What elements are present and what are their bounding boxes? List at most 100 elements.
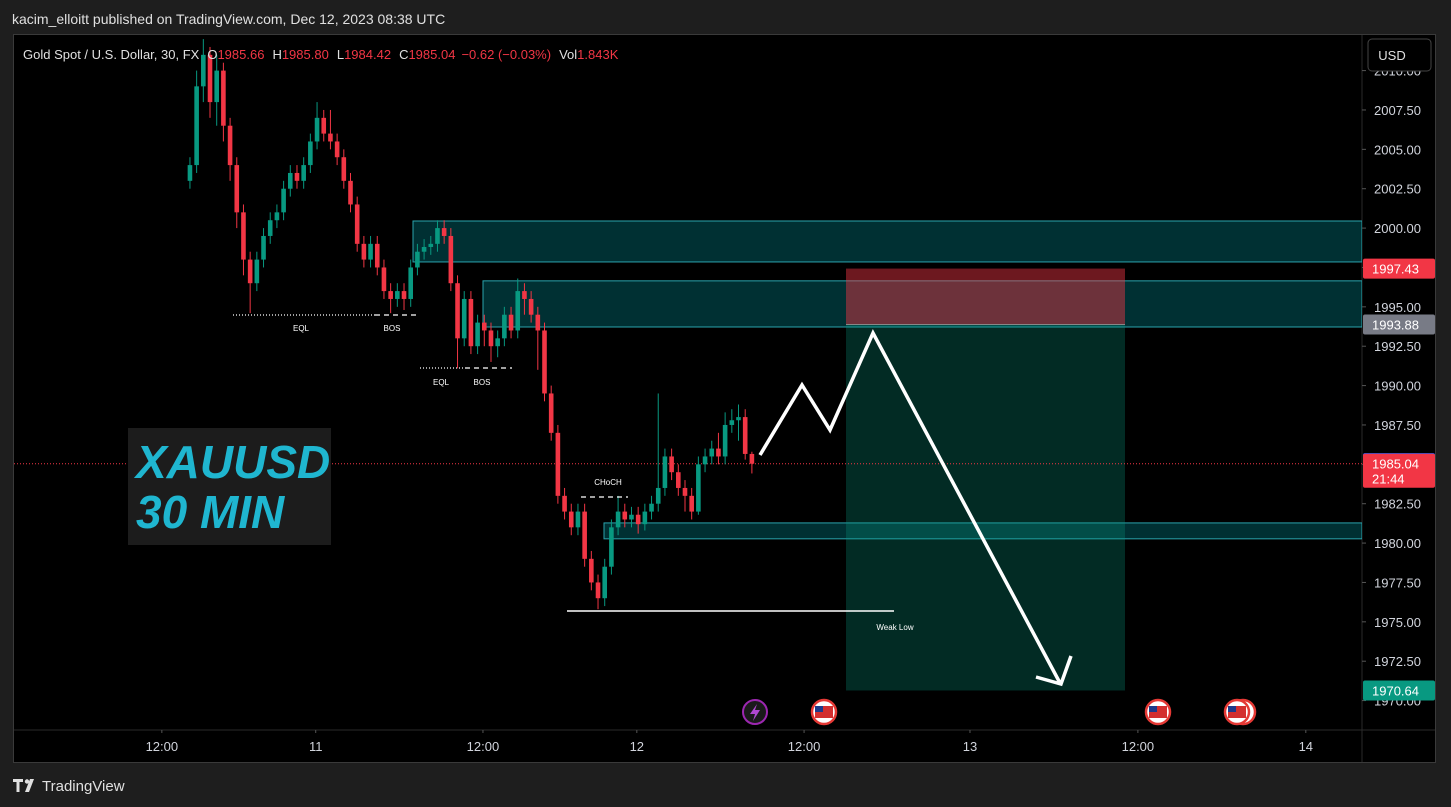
candle-body: [609, 527, 614, 567]
candle-body: [582, 511, 587, 559]
candle-body: [455, 283, 460, 339]
zone: [482, 280, 1362, 328]
candle-body: [602, 566, 608, 599]
x-tick-label: 12:00: [1122, 739, 1155, 754]
candle-body: [401, 291, 407, 299]
candle-body: [649, 503, 654, 512]
flag: [1228, 706, 1236, 712]
candle-body: [361, 243, 367, 260]
candle-body: [261, 235, 266, 260]
y-tick-label: 1980.00: [1374, 536, 1421, 551]
candle-body: [655, 487, 661, 504]
legend-text: 1985.66: [217, 47, 264, 62]
candle-body: [428, 243, 434, 247]
annotation: CHoCH: [594, 478, 622, 487]
event-icons: [742, 698, 1257, 726]
y-tick-label: 1972.50: [1374, 654, 1421, 669]
candle-body: [716, 448, 721, 457]
y-tick-label: 2007.50: [1374, 103, 1421, 118]
candle-body: [301, 165, 306, 181]
y-tick-label: 1987.50: [1374, 418, 1421, 433]
candle-body: [348, 180, 353, 205]
candle-body: [408, 267, 414, 299]
candle-body: [502, 314, 507, 339]
brand-name: TradingView: [42, 778, 125, 795]
legend-text: L: [337, 47, 344, 62]
candle-body: [555, 432, 561, 496]
drawings: [233, 314, 1073, 687]
candle-body: [341, 157, 347, 181]
candle-body: [241, 212, 246, 260]
candle-body: [669, 456, 674, 473]
candle-body: [508, 314, 514, 331]
candle-body: [247, 259, 253, 284]
candle-body: [662, 456, 668, 488]
legend-text: 1985.80: [282, 47, 329, 62]
candle-body: [201, 54, 206, 87]
flag: [1149, 706, 1157, 712]
projection-arrow: [758, 329, 1062, 684]
candle-body: [395, 291, 400, 299]
candle-body: [267, 220, 273, 236]
publish-header: kacim_elloitt published on TradingView.c…: [12, 11, 445, 27]
annotation: Weak Low: [876, 623, 913, 632]
price-label: 1970.64: [1372, 683, 1419, 698]
candle-body: [321, 117, 327, 134]
candle-body: [187, 165, 193, 181]
candle-body: [194, 86, 199, 166]
candle-body: [221, 70, 226, 126]
candle-body: [381, 267, 387, 292]
candle-body: [729, 420, 735, 425]
legend-text: 1.843K: [577, 47, 619, 62]
candle-body: [374, 243, 380, 268]
legend-text: Vol: [559, 47, 577, 62]
candle-body: [635, 514, 641, 525]
candle-body: [742, 417, 748, 454]
x-tick-label: 13: [963, 739, 977, 754]
legend-text: Gold Spot / U.S. Dollar, 30, FX: [23, 47, 200, 62]
price-label-bg: [1363, 680, 1435, 701]
candle-body: [214, 70, 220, 103]
countdown: 21:44: [1372, 472, 1405, 487]
y-tick-label: 1975.00: [1374, 615, 1421, 630]
candle-body: [522, 291, 527, 299]
candle-body: [495, 338, 500, 347]
candle-body: [475, 322, 480, 347]
flag: [815, 706, 823, 712]
logo-mark: [24, 779, 30, 784]
y-tick-label: 1982.50: [1374, 497, 1421, 512]
plot-area: [14, 39, 1362, 691]
candle-body: [542, 330, 547, 394]
logo-mark: [25, 779, 34, 792]
candle-body: [589, 558, 594, 583]
legend-text: −0.62 (−0.03%): [461, 47, 551, 62]
candle-body: [234, 165, 240, 213]
candle-body: [481, 322, 487, 331]
title-box-timeframe: 30 MIN: [136, 486, 285, 538]
candle-body: [709, 448, 715, 457]
candle-body: [308, 141, 313, 166]
candle-body: [448, 235, 454, 284]
currency-button[interactable]: [1367, 38, 1432, 72]
price-label-bg: [1363, 258, 1435, 279]
candle-body: [281, 188, 286, 213]
x-tick-label: 12:00: [788, 739, 821, 754]
title-box: [128, 428, 331, 545]
candle-body: [722, 424, 728, 457]
currency-button-label[interactable]: USD: [1378, 48, 1405, 63]
price-label-bg: [1363, 314, 1435, 335]
annotation: BOS: [474, 378, 491, 387]
candle-body: [749, 453, 755, 464]
y-tick-label: 2000.00: [1374, 221, 1421, 236]
zone: [412, 220, 1362, 263]
candle-body: [314, 117, 320, 142]
annotation: EQL: [433, 378, 450, 387]
x-tick-label: 12:00: [146, 739, 179, 754]
candle-body: [682, 487, 688, 496]
candle-body: [227, 125, 233, 166]
annotation: EQL: [293, 324, 310, 333]
price-axis: 1970.001972.501975.001977.501980.001982.…: [146, 64, 1435, 754]
position-stop: [846, 268, 1125, 325]
candle-body: [435, 228, 440, 244]
